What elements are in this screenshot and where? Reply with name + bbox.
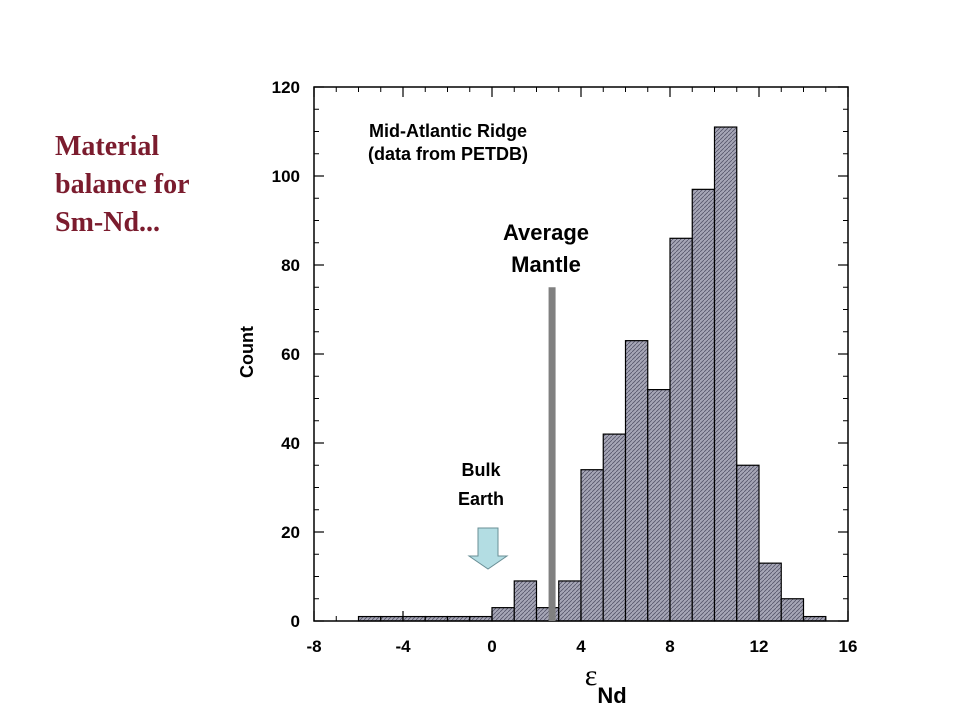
x-tick-label: 16 [839, 637, 858, 656]
y-tick-label: 20 [281, 523, 300, 542]
average-mantle-label: Average [503, 220, 589, 245]
major-ticks [313, 86, 849, 622]
y-tick-label: 0 [291, 612, 300, 631]
histogram-bar [513, 580, 538, 622]
annotations [467, 287, 556, 621]
x-tick-label: 12 [750, 637, 769, 656]
histogram-bar [780, 598, 805, 622]
x-tick-label: -8 [306, 637, 321, 656]
histogram-bar [602, 433, 627, 622]
histogram-bar [691, 188, 716, 622]
chart-title-line: Mid-Atlantic Ridge [369, 121, 527, 141]
bulk-earth-label: Earth [458, 489, 504, 509]
histogram-bar [713, 126, 738, 622]
histogram-bar [758, 562, 782, 622]
histogram-bar [647, 389, 671, 622]
y-tick-label: 100 [272, 167, 300, 186]
y-tick-labels: 0 20 40 60 80 100 120 [272, 78, 300, 631]
histogram-bar [580, 469, 604, 622]
histogram-bar [669, 237, 693, 622]
histogram-bars [357, 126, 827, 622]
y-axis-label: Count [237, 326, 257, 378]
x-tick-labels: -8 -4 0 4 8 12 16 [306, 637, 857, 656]
histogram-bar [558, 580, 582, 622]
x-tick-label: 0 [487, 637, 496, 656]
x-tick-label: 4 [576, 637, 586, 656]
slide-title-line: Sm-Nd... [55, 207, 161, 238]
chart-title-line: (data from PETDB) [368, 144, 528, 164]
x-axis-label-subscript: Nd [597, 683, 626, 708]
slide-title-line: Material [55, 131, 160, 162]
slide-title: Material balance for Sm-Nd... [55, 128, 255, 242]
bulk-earth-label: Bulk [461, 460, 501, 480]
histogram-bar [624, 340, 649, 622]
x-tick-label: -4 [395, 637, 411, 656]
y-tick-label: 40 [281, 434, 300, 453]
histogram-bar [491, 607, 515, 622]
slide-title-line: balance for [55, 169, 190, 200]
average-mantle-marker [548, 287, 556, 621]
x-tick-label: 8 [665, 637, 674, 656]
y-tick-label: 120 [272, 78, 300, 97]
x-axis-label-symbol: ε [585, 659, 598, 692]
histogram-bar [736, 464, 760, 622]
average-mantle-label: Mantle [511, 252, 581, 277]
bulk-earth-arrow-icon [467, 527, 509, 570]
y-tick-label: 60 [281, 345, 300, 364]
y-tick-label: 80 [281, 256, 300, 275]
